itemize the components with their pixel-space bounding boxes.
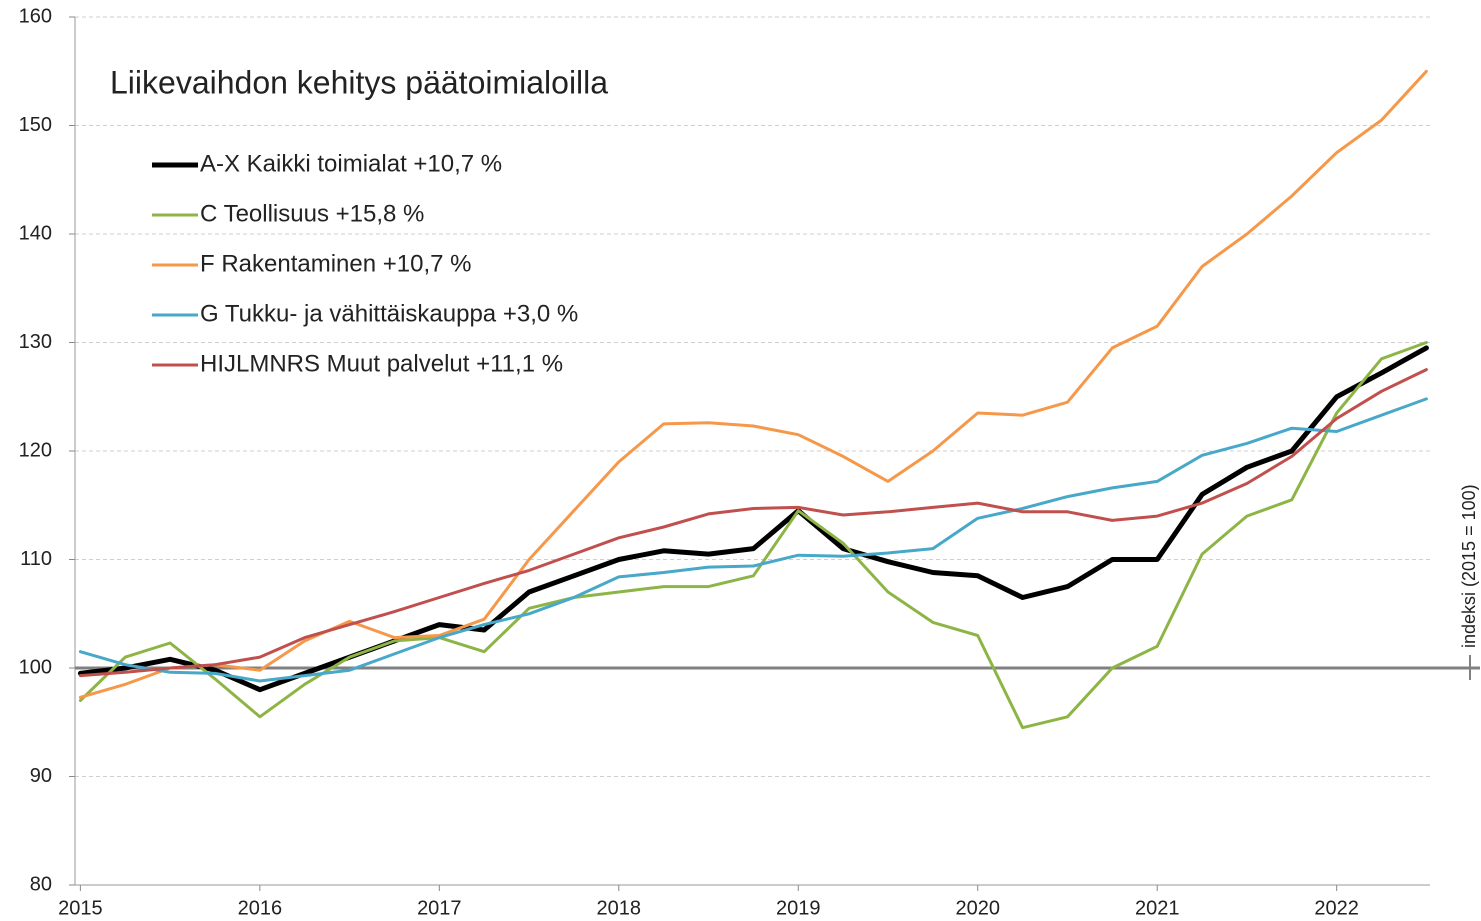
y-tick-label: 90 [30,765,52,787]
series-line [78,69,1428,699]
legend-label: G Tukku- ja vähittäiskauppa +3,0 % [200,300,578,327]
y-tick-label: 160 [19,5,52,27]
y-axis-label: indeksi (2015 = 100) [1459,484,1479,648]
series-line [78,341,1428,730]
y-tick-label: 150 [19,114,52,136]
x-tick-label: 2021 [1135,897,1180,919]
series-line [77,345,1429,693]
series-line [78,368,1428,678]
y-tick-label: 120 [19,439,52,461]
legend-label: C Teollisuus +15,8 % [200,200,424,227]
x-tick-label: 2017 [417,897,462,919]
x-tick-label: 2019 [776,897,821,919]
legend-label: A-X Kaikki toimialat +10,7 % [200,150,502,177]
x-tick-label: 2020 [955,897,1000,919]
x-tick-label: 2016 [238,897,283,919]
x-tick-label: 2018 [597,897,642,919]
legend-label: F Rakentaminen +10,7 % [200,250,472,277]
series-line [78,397,1428,683]
chart-title: Liikevaihdon kehitys päätoimialoilla [110,64,608,100]
x-tick-label: 2022 [1314,897,1359,919]
x-tick-label: 2015 [58,897,103,919]
legend-label: HIJLMNRS Muut palvelut +11,1 % [200,350,563,377]
y-tick-label: 130 [19,331,52,353]
y-tick-label: 80 [30,873,52,895]
y-tick-label: 100 [19,656,52,678]
y-axis-label-group: indeksi (2015 = 100) [1459,484,1479,680]
y-tick-label: 110 [20,548,52,570]
y-tick-label: 140 [19,222,52,244]
